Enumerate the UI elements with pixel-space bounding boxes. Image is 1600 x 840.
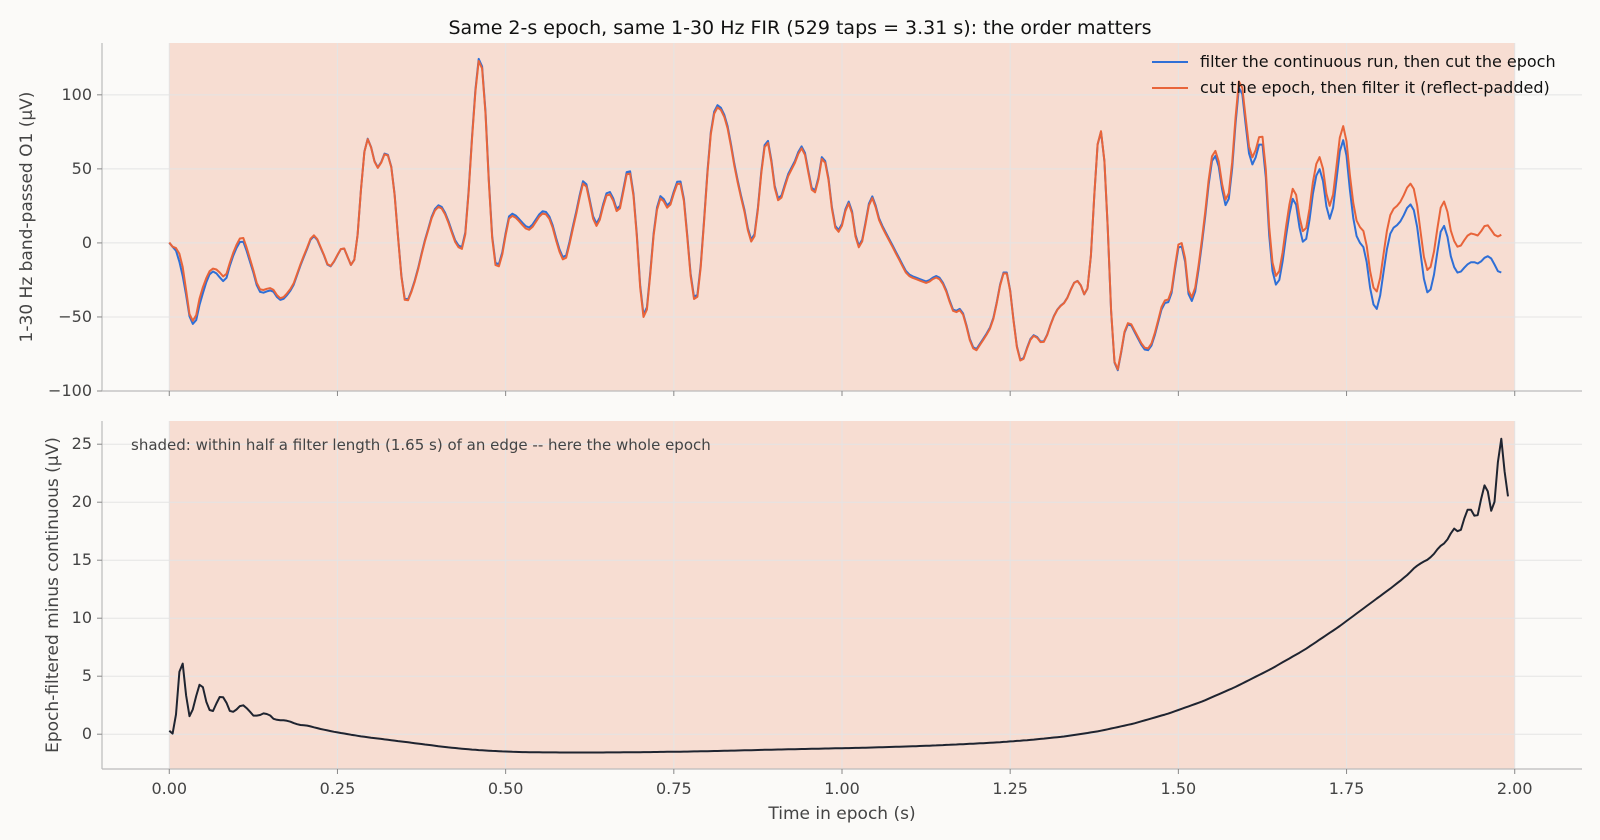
series-lines-top: [168, 57, 1502, 372]
chart-title: Same 2-s epoch, same 1-30 Hz FIR (529 ta…: [448, 17, 1151, 39]
x-tick-label: 0.25: [320, 779, 356, 798]
x-tick-label: 0.00: [151, 779, 187, 798]
x-axis-label: Time in epoch (s): [767, 804, 915, 824]
x-tick-label: 1.75: [1329, 779, 1365, 798]
y-tick-label: 15: [72, 550, 92, 569]
y-tick-label: 100: [61, 85, 92, 104]
series-lines-bottom: [168, 437, 1509, 754]
y-tick-label: 25: [72, 434, 92, 453]
x-tick-label: 1.00: [824, 779, 860, 798]
y-axis-label-bottom: Epoch-filtered minus continuous (µV): [43, 437, 63, 753]
gridlines-top: [102, 43, 1582, 392]
legend-entry-continuous: filter the continuous run, then cut the …: [1200, 52, 1556, 71]
x-tick-label: 1.25: [992, 779, 1028, 798]
x-tick-label: 0.50: [488, 779, 524, 798]
y-tick-label: 20: [72, 492, 92, 511]
x-tick-label: 1.50: [1161, 779, 1197, 798]
y-tick-label: 10: [72, 608, 92, 627]
legend-entry-epoch: cut the epoch, then filter it (reflect-p…: [1200, 78, 1550, 97]
axes-bottom: 0 5 10 15 20 25 0.00 0.25 0.50 0.75 1.00 1.25 1.50 1.…: [72, 421, 1582, 798]
shading-annotation: shaded: within half a filter length (1.6…: [131, 436, 711, 454]
y-axis-label-top: 1-30 Hz band-passed O1 (µV): [17, 92, 37, 343]
y-tick-label: −100: [48, 381, 92, 400]
axes-top: −100 −50 0 50 100: [48, 43, 1582, 400]
y-tick-label: −50: [58, 307, 92, 326]
x-tick-label: 2.00: [1497, 779, 1533, 798]
series-line-epoch: [168, 60, 1502, 371]
legend: filter the continuous run, then cut the …: [1152, 52, 1556, 97]
x-tick-label: 0.75: [656, 779, 692, 798]
y-tick-label: 0: [82, 724, 92, 743]
top-panel: −100 −50 0 50 100 1-30 Hz band-passed O1 (µV…: [17, 43, 1582, 400]
y-tick-label: 0: [82, 233, 92, 252]
bottom-panel: 0 5 10 15 20 25 0.00 0.25 0.50 0.75 1.00 1.25 1.50 1.…: [43, 421, 1582, 824]
y-tick-label: 5: [82, 666, 92, 685]
series-line-diff: [168, 437, 1509, 754]
y-tick-label: 50: [72, 159, 92, 178]
